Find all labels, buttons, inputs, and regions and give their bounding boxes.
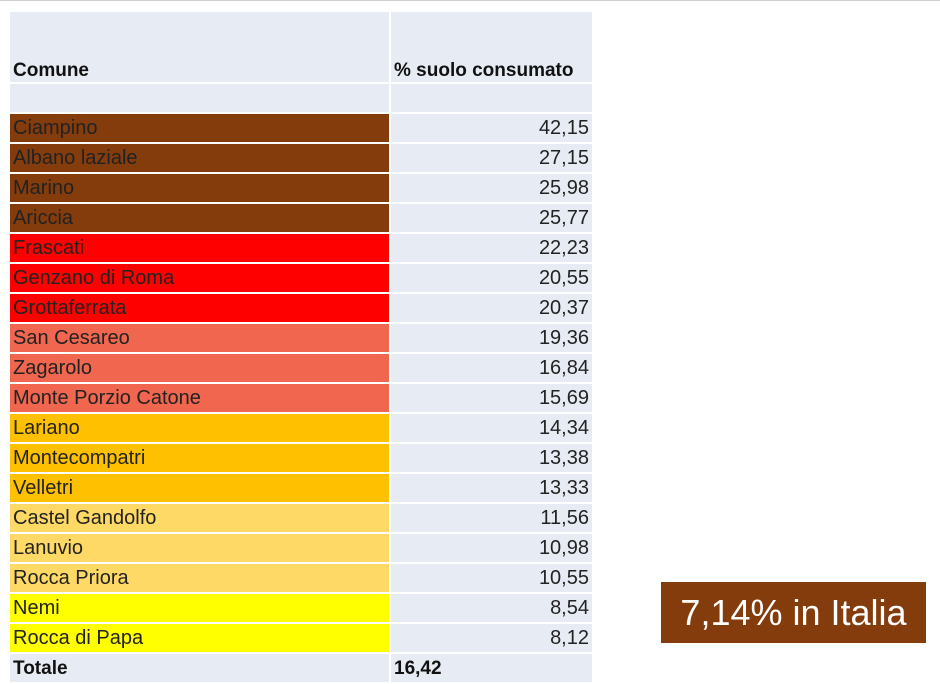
comune-cell: Monte Porzio Catone	[10, 383, 391, 414]
percent-cell: 15,69	[390, 383, 594, 414]
table-row: Montecompatri 13,38	[10, 443, 594, 474]
comune-cell: Castel Gandolfo	[10, 503, 391, 534]
total-label: Totale	[10, 653, 391, 684]
comune-cell: Rocca di Papa	[10, 623, 391, 654]
percent-cell: 27,15	[390, 143, 594, 174]
table-row: Monte Porzio Catone 15,69	[10, 383, 594, 414]
percent-cell: 10,98	[390, 533, 594, 564]
comune-cell: Frascati	[10, 233, 391, 264]
table-row: Nemi 8,54	[10, 593, 594, 624]
percent-cell: 11,56	[390, 503, 594, 534]
percent-cell: 14,34	[390, 413, 594, 444]
table-row: Rocca di Papa 8,12	[10, 623, 594, 654]
table-row: Genzano di Roma 20,55	[10, 263, 594, 294]
comune-cell: Grottaferrata	[10, 293, 391, 324]
table-header-row: Comune % suolo consumato	[10, 12, 594, 84]
total-row: Totale 16,42	[10, 653, 594, 684]
soil-consumption-table: Comune % suolo consumato Ciampino 42,15 Al…	[10, 12, 594, 684]
percent-cell: 25,98	[390, 173, 594, 204]
percent-cell: 13,38	[390, 443, 594, 474]
comune-cell: Lanuvio	[10, 533, 391, 564]
table-row: Grottaferrata 20,37	[10, 293, 594, 324]
table-row: Castel Gandolfo 11,56	[10, 503, 594, 534]
percent-cell: 22,23	[390, 233, 594, 264]
table-row: Albano laziale 27,15	[10, 143, 594, 174]
comune-cell: Ciampino	[10, 113, 391, 144]
percent-cell: 8,12	[390, 623, 594, 654]
italy-average-badge: 7,14% in Italia	[661, 582, 926, 643]
comune-cell: Genzano di Roma	[10, 263, 391, 294]
header-comune: Comune	[10, 12, 391, 84]
percent-cell: 20,37	[390, 293, 594, 324]
percent-cell: 13,33	[390, 473, 594, 504]
percent-cell: 10,55	[390, 563, 594, 594]
table-row: Marino 25,98	[10, 173, 594, 204]
comune-cell: Velletri	[10, 473, 391, 504]
table-row: San Cesareo 19,36	[10, 323, 594, 354]
comune-cell: Zagarolo	[10, 353, 391, 384]
table-row: Lariano 14,34	[10, 413, 594, 444]
percent-cell: 20,55	[390, 263, 594, 294]
table-row: Lanuvio 10,98	[10, 533, 594, 564]
percent-cell: 16,84	[390, 353, 594, 384]
comune-cell: Marino	[10, 173, 391, 204]
table-row: Zagarolo 16,84	[10, 353, 594, 384]
total-value: 16,42	[390, 653, 594, 684]
percent-cell: 19,36	[390, 323, 594, 354]
blank-row	[10, 83, 594, 114]
comune-cell: Ariccia	[10, 203, 391, 234]
comune-cell: Rocca Priora	[10, 563, 391, 594]
table-row: Velletri 13,33	[10, 473, 594, 504]
percent-cell: 42,15	[390, 113, 594, 144]
table-row: Ciampino 42,15	[10, 113, 594, 144]
table-row: Rocca Priora 10,55	[10, 563, 594, 594]
table-row: Ariccia 25,77	[10, 203, 594, 234]
table-row: Frascati 22,23	[10, 233, 594, 264]
comune-cell: Nemi	[10, 593, 391, 624]
comune-cell: San Cesareo	[10, 323, 391, 354]
header-percent: % suolo consumato	[390, 12, 594, 84]
comune-cell: Montecompatri	[10, 443, 391, 474]
percent-cell: 25,77	[390, 203, 594, 234]
percent-cell: 8,54	[390, 593, 594, 624]
comune-cell: Lariano	[10, 413, 391, 444]
top-divider	[0, 0, 940, 1]
comune-cell: Albano laziale	[10, 143, 391, 174]
